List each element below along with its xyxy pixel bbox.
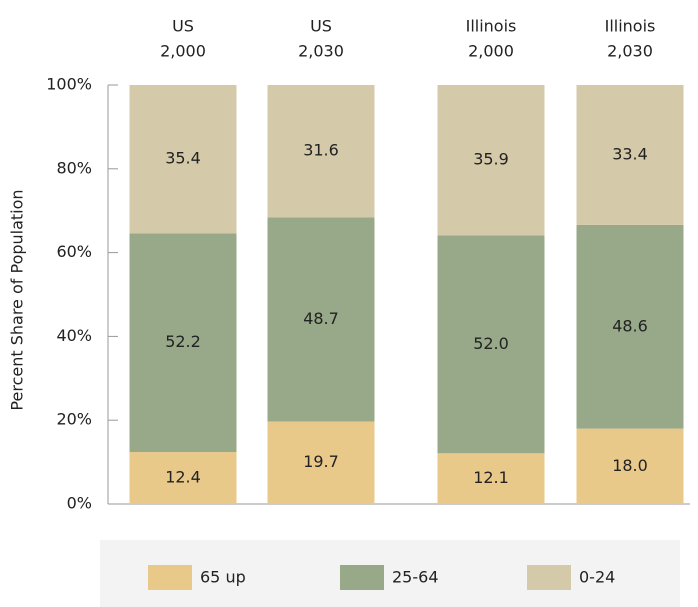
data-label: 52.0 — [473, 334, 509, 353]
legend-label: 65 up — [200, 568, 246, 587]
x-tick-label: Illinois — [605, 17, 656, 36]
y-tick-label: 20% — [56, 410, 92, 429]
data-label: 35.4 — [165, 149, 201, 168]
data-label: 48.7 — [303, 309, 339, 328]
y-tick-label: 60% — [56, 242, 92, 261]
bar-segment — [576, 85, 684, 225]
y-tick-label: 80% — [56, 158, 92, 177]
x-tick-label: 2,030 — [607, 42, 653, 61]
legend-box — [100, 540, 680, 607]
legend-swatch — [527, 565, 571, 590]
y-tick-label: 40% — [56, 326, 92, 345]
bar-segment — [129, 233, 237, 453]
data-label: 12.1 — [473, 468, 509, 487]
x-tick-label: 2,030 — [298, 42, 344, 61]
bar-segment — [267, 217, 375, 422]
legend-label: 25-64 — [392, 568, 439, 587]
y-tick-label: 0% — [67, 494, 92, 513]
x-tick-label: Illinois — [466, 17, 517, 36]
x-tick-label: US — [310, 17, 332, 36]
bar-segment — [437, 453, 545, 504]
data-label: 19.7 — [303, 452, 339, 471]
y-axis-label: Percent Share of Population — [8, 189, 27, 410]
data-label: 35.9 — [473, 150, 509, 169]
bar-segment — [267, 85, 375, 218]
bar-segment — [437, 235, 545, 454]
y-tick-label: 100% — [46, 75, 92, 94]
data-label: 18.0 — [612, 456, 648, 475]
legend-swatch — [148, 565, 192, 590]
data-label: 52.2 — [165, 332, 201, 351]
bar-segment — [437, 85, 545, 236]
bar-segment — [576, 224, 684, 429]
legend-swatch — [340, 565, 384, 590]
x-tick-label: 2,000 — [160, 42, 206, 61]
data-label: 31.6 — [303, 141, 339, 160]
x-tick-label: US — [172, 17, 194, 36]
bar-segment — [129, 85, 237, 234]
bar-segment — [129, 452, 237, 504]
x-tick-label: 2,000 — [468, 42, 514, 61]
data-label: 12.4 — [165, 468, 201, 487]
data-label: 48.6 — [612, 316, 648, 335]
legend-label: 0-24 — [579, 568, 615, 587]
bar-segment — [576, 428, 684, 504]
data-label: 33.4 — [612, 144, 648, 163]
bar-segment — [267, 421, 375, 504]
